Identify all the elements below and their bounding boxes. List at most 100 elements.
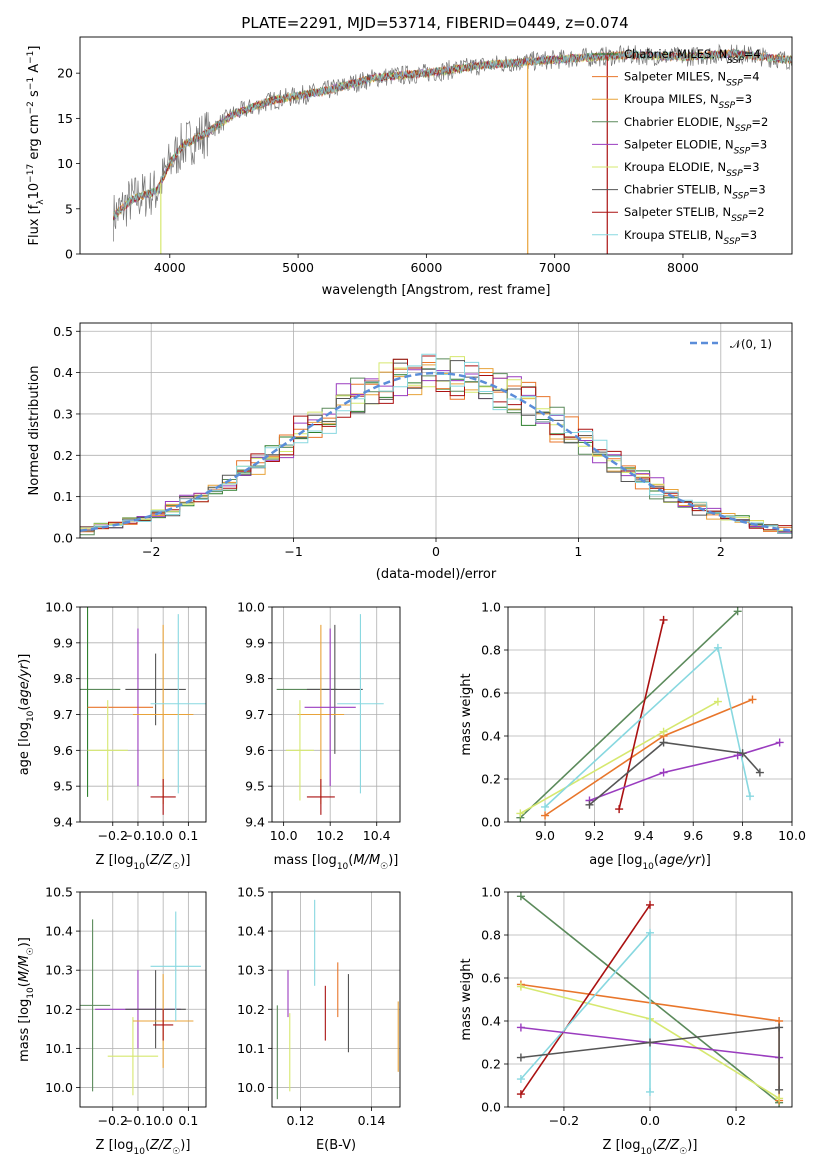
y-tick-label: 0.4 [481, 1014, 501, 1029]
y-tick-label: 0.3 [53, 406, 73, 421]
y-tick-label: 0.5 [53, 324, 73, 339]
weight-point-marker [713, 697, 722, 706]
x-tick-label: 6000 [410, 260, 442, 275]
weight-point-marker [738, 749, 747, 758]
weight-series-line [618, 619, 665, 810]
x-tick-label: 9.8 [733, 828, 753, 843]
mass_vs_ebv-errorbars [276, 899, 399, 1100]
y-tick-label: 10.0 [237, 600, 265, 615]
y-tick-label: 9.5 [245, 779, 265, 794]
y-tick-label: 10.2 [237, 1002, 265, 1017]
x-tick-label: 7000 [539, 260, 571, 275]
weight-point-marker [659, 738, 668, 747]
x-tick-label: −0.1 [123, 828, 153, 843]
x-tick-label: 0.2 [726, 1113, 746, 1128]
y-tick-label: 9.4 [53, 815, 73, 830]
y-tick-label: 10.5 [45, 885, 73, 900]
x-tick-label: 10.2 [316, 828, 344, 843]
x-tick-label: 0.14 [358, 1113, 386, 1128]
axes-frame [79, 891, 207, 1108]
mass_vs_Z-axes: −0.2−0.1 0.0 0.1 10.0 10.1 10.2 10.3 10.4 10.5 Z … [17, 885, 207, 1157]
weight_vs_age-series [516, 607, 784, 822]
x-axis-label: mass [log10(M/M☉)] [274, 853, 399, 872]
y-tick-label: 0.8 [481, 928, 501, 943]
y-tick-label: 10.1 [45, 1041, 73, 1056]
y-tick-label: 5 [65, 201, 73, 216]
weight-point-marker [585, 800, 594, 809]
weight_vs_age-axes: 9.0 9.2 9.4 9.6 9.8 10.0 0.0 0.2 0.4 0.6 0.8 1.0 mas… [459, 600, 806, 873]
histogram-lines [80, 353, 792, 536]
y-tick-label: 10.0 [45, 1080, 73, 1095]
axes-frame [79, 322, 793, 539]
y-tick-label: 9.6 [245, 743, 265, 758]
y-tick-label: 10.4 [45, 924, 73, 939]
y-tick-label: 10.0 [237, 1080, 265, 1095]
weight-point-marker [541, 802, 550, 811]
y-tick-label: 10.3 [237, 963, 265, 978]
x-tick-label: 10.0 [778, 828, 806, 843]
y-tick-label: 20 [57, 66, 73, 81]
x-tick-label: 9.6 [683, 828, 703, 843]
y-tick-label: 10.0 [45, 600, 73, 615]
legend-entry: Chabrier ELODIE, NSSP=2 [624, 115, 768, 134]
x-tick-label: 5000 [282, 260, 314, 275]
weight_vs_Z-series [516, 892, 784, 1107]
age_vs_mass-axes: 10.0 10.2 10.4 9.4 9.5 9.6 9.7 9.8 9.9 10.0 mass [… [237, 600, 401, 872]
normal-reference-curve [80, 371, 792, 533]
y-axis-label: Normed distribution [27, 366, 42, 496]
spectrum-lines [113, 43, 792, 254]
legend-entry: Kroupa MILES, NSSP=3 [624, 92, 752, 111]
y-tick-label: 0.0 [481, 1100, 501, 1115]
y-tick-label: 10.1 [237, 1041, 265, 1056]
weight-point-marker [516, 1053, 525, 1062]
weight-series-line [589, 741, 780, 802]
mass_vs_ebv-axes: 0.12 0.14 10.0 10.1 10.2 10.3 10.4 10.5 E(B-V) [237, 885, 401, 1153]
y-axis-label: mass weight [459, 673, 474, 755]
y-tick-label: 0.8 [481, 643, 501, 658]
y-axis-label: mass [log10(M/M☉)] [17, 937, 36, 1062]
y-tick-label: 10.5 [237, 885, 265, 900]
y-tick-label: 9.6 [53, 743, 73, 758]
y-tick-label: 15 [57, 111, 73, 126]
x-tick-label: 8000 [667, 260, 699, 275]
weight-point-marker [659, 768, 668, 777]
weight-point-marker [775, 1085, 784, 1094]
x-tick-label: −2 [142, 544, 160, 559]
weight-point-marker [646, 900, 654, 909]
legend-entry: Kroupa STELIB, NSSP=3 [624, 228, 757, 247]
age_vs_mass-errorbars [276, 614, 384, 815]
x-axis-label: Z [log10(Z/Z☉)] [96, 1138, 191, 1157]
y-axis-label: age [log10(age/yr)] [17, 654, 36, 776]
weight-point-marker [646, 1087, 654, 1096]
residuals-axes: −2 −1 0 1 2 0.0 0.1 0.2 0.3 0.4 0.5 (data-model)/er… [27, 322, 793, 582]
weight-point-marker [775, 738, 784, 747]
x-tick-label: 1 [574, 544, 582, 559]
y-tick-label: 9.9 [53, 635, 73, 650]
mass_vs_Z-errorbars [80, 911, 201, 1096]
y-tick-label: 10 [57, 156, 73, 171]
weight-series-line [544, 646, 751, 808]
y-tick-label: 9.8 [245, 671, 265, 686]
histogram-series [80, 353, 792, 534]
weight-point-marker [755, 768, 764, 777]
weight-point-marker [516, 809, 525, 818]
age_vs_Z-errorbars [80, 607, 206, 815]
x-tick-label: 10.0 [270, 828, 298, 843]
y-tick-label: 9.5 [53, 779, 73, 794]
legend-entry: Salpeter MILES, NSSP=4 [624, 70, 760, 89]
x-tick-label: 0.0 [153, 828, 173, 843]
spectrum-legend: Chabrier MILES, NSSP=4 Salpeter MILES, NS… [592, 47, 768, 247]
y-tick-label: 0.6 [481, 686, 501, 701]
y-tick-label: 0.2 [53, 448, 73, 463]
x-tick-label: −1 [284, 544, 302, 559]
weight-point-marker [516, 982, 525, 991]
axes-frame [79, 606, 207, 823]
weight-series-line [544, 698, 753, 817]
weight-series-line [519, 700, 719, 815]
legend-entry: Kroupa ELODIE, NSSP=3 [624, 160, 760, 179]
y-axis-label: Flux [fλ10−17 erg cm−2 s−1 A−1] [26, 46, 46, 246]
weight-point-marker [748, 695, 757, 704]
weight-point-marker [746, 792, 755, 801]
